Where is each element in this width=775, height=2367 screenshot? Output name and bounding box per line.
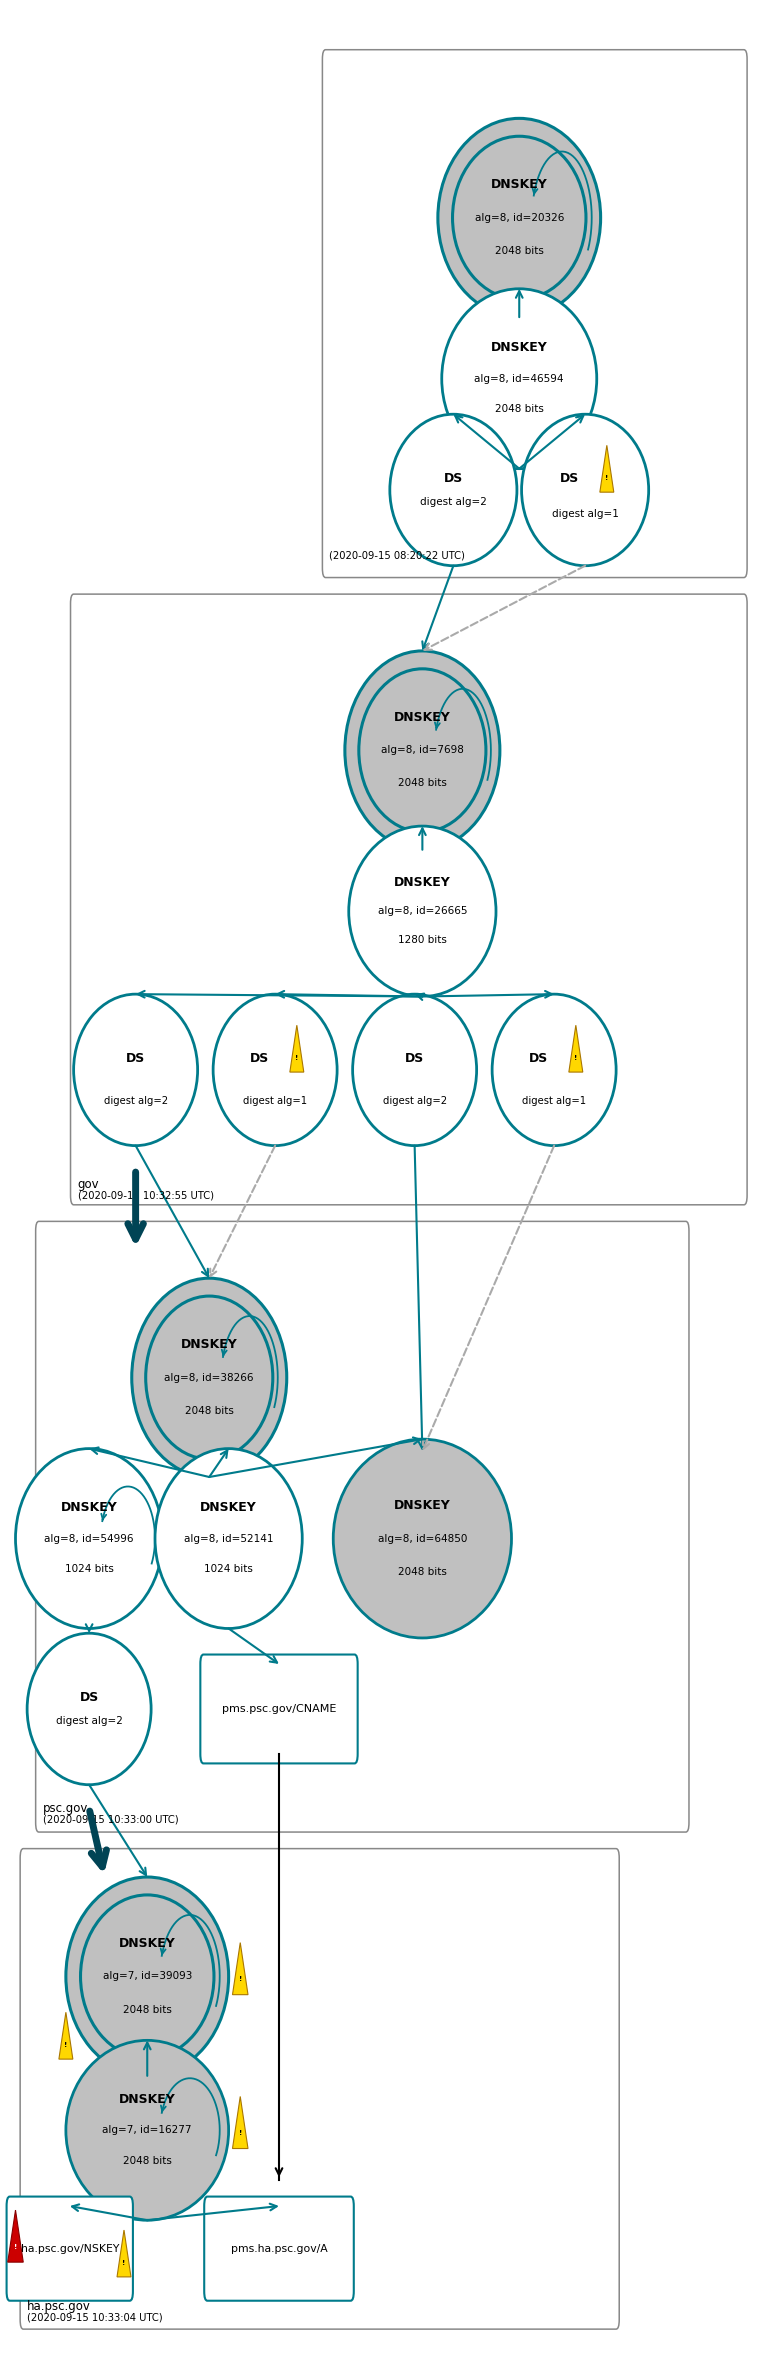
Text: !: ! bbox=[239, 2130, 242, 2135]
Text: alg=8, id=7698: alg=8, id=7698 bbox=[381, 746, 463, 755]
Text: DNSKEY: DNSKEY bbox=[491, 341, 548, 355]
FancyBboxPatch shape bbox=[6, 2197, 133, 2301]
Text: DNSKEY: DNSKEY bbox=[394, 710, 451, 724]
Ellipse shape bbox=[74, 994, 198, 1146]
Text: DS: DS bbox=[250, 1051, 269, 1065]
Text: 2048 bits: 2048 bits bbox=[122, 2005, 172, 2014]
Ellipse shape bbox=[66, 1877, 229, 2076]
Ellipse shape bbox=[155, 1449, 302, 1628]
Polygon shape bbox=[8, 2211, 23, 2263]
Polygon shape bbox=[600, 445, 614, 492]
Text: !: ! bbox=[14, 2244, 17, 2249]
Text: DNSKEY: DNSKEY bbox=[491, 178, 548, 192]
Ellipse shape bbox=[390, 414, 517, 566]
Ellipse shape bbox=[522, 414, 649, 566]
Text: alg=8, id=64850: alg=8, id=64850 bbox=[377, 1534, 467, 1543]
Ellipse shape bbox=[81, 1896, 214, 2057]
Ellipse shape bbox=[492, 994, 616, 1146]
Polygon shape bbox=[59, 2012, 73, 2059]
Ellipse shape bbox=[146, 1297, 273, 1458]
Ellipse shape bbox=[349, 826, 496, 997]
Text: (2020-09-15 10:33:00 UTC): (2020-09-15 10:33:00 UTC) bbox=[43, 1815, 178, 1825]
Ellipse shape bbox=[345, 651, 500, 850]
Text: 2048 bits: 2048 bits bbox=[398, 779, 447, 788]
Text: 1024 bits: 1024 bits bbox=[64, 1565, 114, 1574]
Text: 2048 bits: 2048 bits bbox=[494, 246, 544, 256]
Text: digest alg=2: digest alg=2 bbox=[420, 497, 487, 507]
Text: alg=8, id=54996: alg=8, id=54996 bbox=[44, 1534, 134, 1543]
Text: digest alg=1: digest alg=1 bbox=[552, 509, 618, 518]
Text: 1280 bits: 1280 bits bbox=[398, 935, 447, 944]
Text: !: ! bbox=[295, 1056, 298, 1060]
Polygon shape bbox=[117, 2230, 131, 2277]
Text: DNSKEY: DNSKEY bbox=[119, 2092, 176, 2107]
Text: digest alg=2: digest alg=2 bbox=[104, 1096, 167, 1105]
Text: 1024 bits: 1024 bits bbox=[204, 1565, 253, 1574]
Text: !: ! bbox=[122, 2260, 126, 2265]
Text: pms.ha.psc.gov/A: pms.ha.psc.gov/A bbox=[231, 2244, 327, 2253]
Text: DS: DS bbox=[405, 1051, 424, 1065]
Text: digest alg=2: digest alg=2 bbox=[56, 1716, 122, 1726]
Polygon shape bbox=[232, 1943, 248, 1995]
Text: alg=8, id=46594: alg=8, id=46594 bbox=[474, 374, 564, 383]
Text: DNSKEY: DNSKEY bbox=[60, 1501, 118, 1515]
Text: !: ! bbox=[574, 1056, 577, 1060]
Text: DNSKEY: DNSKEY bbox=[119, 1936, 176, 1950]
Text: alg=7, id=39093: alg=7, id=39093 bbox=[102, 1972, 192, 1981]
Text: DS: DS bbox=[444, 471, 463, 485]
Polygon shape bbox=[290, 1025, 304, 1072]
Ellipse shape bbox=[438, 118, 601, 317]
FancyBboxPatch shape bbox=[200, 1655, 357, 1763]
Text: digest alg=1: digest alg=1 bbox=[243, 1096, 307, 1105]
Text: alg=8, id=52141: alg=8, id=52141 bbox=[184, 1534, 274, 1543]
Text: digest alg=2: digest alg=2 bbox=[383, 1096, 446, 1105]
Text: 2048 bits: 2048 bits bbox=[122, 2156, 172, 2166]
Ellipse shape bbox=[27, 1633, 151, 1785]
Ellipse shape bbox=[16, 1449, 163, 1628]
FancyBboxPatch shape bbox=[204, 2197, 353, 2301]
Text: !: ! bbox=[605, 476, 608, 481]
Text: (2020-09-15 08:20:22 UTC): (2020-09-15 08:20:22 UTC) bbox=[329, 552, 465, 561]
Text: 2048 bits: 2048 bits bbox=[398, 1567, 447, 1576]
Text: alg=7, id=16277: alg=7, id=16277 bbox=[102, 2126, 192, 2135]
Text: digest alg=1: digest alg=1 bbox=[522, 1096, 586, 1105]
Text: 2048 bits: 2048 bits bbox=[494, 405, 544, 414]
Ellipse shape bbox=[353, 994, 477, 1146]
Ellipse shape bbox=[453, 137, 586, 298]
Text: DNSKEY: DNSKEY bbox=[394, 1498, 451, 1513]
Text: alg=8, id=20326: alg=8, id=20326 bbox=[474, 213, 564, 222]
Text: ha.psc.gov: ha.psc.gov bbox=[27, 2301, 91, 2313]
Text: DS: DS bbox=[126, 1051, 145, 1065]
Polygon shape bbox=[232, 2097, 248, 2149]
Text: DS: DS bbox=[560, 471, 579, 485]
Text: alg=8, id=38266: alg=8, id=38266 bbox=[164, 1373, 254, 1382]
Text: ha.psc.gov/NSKEY: ha.psc.gov/NSKEY bbox=[21, 2244, 119, 2253]
Text: DNSKEY: DNSKEY bbox=[394, 876, 451, 890]
Ellipse shape bbox=[132, 1278, 287, 1477]
Text: DNSKEY: DNSKEY bbox=[200, 1501, 257, 1515]
Ellipse shape bbox=[359, 670, 486, 831]
Polygon shape bbox=[569, 1025, 583, 1072]
Ellipse shape bbox=[442, 289, 597, 469]
Text: !: ! bbox=[239, 1976, 242, 1981]
Text: DS: DS bbox=[529, 1051, 548, 1065]
Text: pms.psc.gov/CNAME: pms.psc.gov/CNAME bbox=[222, 1704, 336, 1714]
Text: 2048 bits: 2048 bits bbox=[184, 1406, 234, 1415]
Text: !: ! bbox=[64, 2043, 67, 2047]
Text: (2020-09-15 10:32:55 UTC): (2020-09-15 10:32:55 UTC) bbox=[78, 1191, 213, 1200]
Ellipse shape bbox=[213, 994, 337, 1146]
Text: DS: DS bbox=[80, 1690, 98, 1704]
Text: (2020-09-15 10:33:04 UTC): (2020-09-15 10:33:04 UTC) bbox=[27, 2313, 163, 2322]
Text: gov: gov bbox=[78, 1179, 99, 1191]
Text: psc.gov: psc.gov bbox=[43, 1804, 88, 1815]
Ellipse shape bbox=[333, 1439, 512, 1638]
Text: alg=8, id=26665: alg=8, id=26665 bbox=[377, 907, 467, 916]
Ellipse shape bbox=[66, 2040, 229, 2220]
Text: DNSKEY: DNSKEY bbox=[181, 1337, 238, 1352]
